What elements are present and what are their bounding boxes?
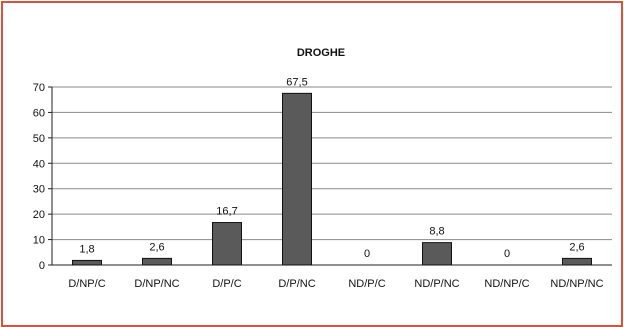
- y-tick-label: 40: [33, 158, 45, 170]
- data-label: 16,7: [216, 206, 237, 218]
- bar: [142, 257, 172, 266]
- bar: [72, 259, 102, 266]
- bars: [72, 92, 592, 266]
- x-axis-labels: D/NP/C D/NP/NC D/P/C D/P/NC ND/P/C ND/P/NC ND/…: [68, 278, 603, 290]
- data-label: 2,6: [569, 241, 584, 253]
- data-label: 8,8: [429, 226, 444, 238]
- bar: [282, 92, 312, 266]
- y-tick-label: 30: [33, 184, 45, 196]
- value-labels: 1,8 2,6 16,7 67,5 0 8,8 0 2,6: [79, 76, 584, 260]
- gridlines: [52, 86, 612, 241]
- x-tick-label: ND/NP/C: [484, 278, 529, 290]
- x-tick-label: ND/P/C: [348, 278, 385, 290]
- x-tick-label: ND/P/NC: [414, 278, 459, 290]
- x-tick-label: ND/NP/NC: [550, 278, 603, 290]
- data-label: 67,5: [286, 76, 307, 88]
- x-tick-label: D/NP/NC: [134, 278, 179, 290]
- bar: [212, 222, 242, 266]
- x-tick-label: D/P/C: [212, 278, 241, 290]
- y-tick-label: 60: [33, 107, 45, 119]
- data-label: 1,8: [79, 243, 94, 255]
- chart-title: DROGHE: [297, 47, 345, 59]
- data-label: 2,6: [149, 241, 164, 253]
- x-tick-label: D/P/NC: [278, 278, 315, 290]
- y-tick-label: 50: [33, 133, 45, 145]
- y-tick-label: 0: [39, 260, 45, 272]
- bar: [422, 242, 452, 266]
- data-label: 0: [364, 248, 370, 260]
- x-tick-label: D/NP/C: [68, 278, 105, 290]
- data-label: 0: [504, 248, 510, 260]
- y-tick-label: 70: [33, 82, 45, 94]
- y-axis: 0 10 20 30 40 50 60 70: [33, 82, 612, 272]
- bar: [562, 257, 592, 266]
- y-tick-label: 20: [33, 209, 45, 221]
- y-tick-label: 10: [33, 235, 45, 247]
